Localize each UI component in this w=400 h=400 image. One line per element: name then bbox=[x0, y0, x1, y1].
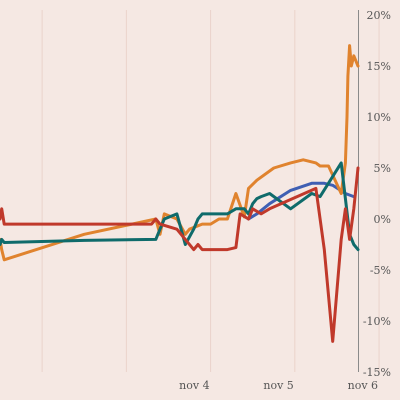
y-tick-label: 5% bbox=[374, 162, 391, 175]
x-tick-label: nov 6 bbox=[348, 379, 378, 392]
series-line bbox=[0, 161, 360, 252]
grid-lines bbox=[41, 10, 380, 372]
y-tick-label: 10% bbox=[367, 111, 391, 124]
x-tick-label: nov 5 bbox=[263, 379, 293, 392]
series-line bbox=[0, 44, 360, 262]
x-tick-label: nov 4 bbox=[179, 379, 209, 392]
y-tick-labels: 20% 15% 10% 5% 0% -5% -10% -15% bbox=[363, 9, 391, 379]
y-tick-label: 15% bbox=[367, 60, 391, 73]
y-tick-label: 20% bbox=[367, 9, 391, 22]
y-tick-label: -10% bbox=[363, 315, 391, 328]
series-line bbox=[0, 166, 360, 343]
y-tick-label: -5% bbox=[370, 264, 391, 277]
series-lines bbox=[0, 44, 360, 343]
y-tick-label: -15% bbox=[363, 366, 391, 379]
y-tick-label: 0% bbox=[374, 213, 391, 226]
